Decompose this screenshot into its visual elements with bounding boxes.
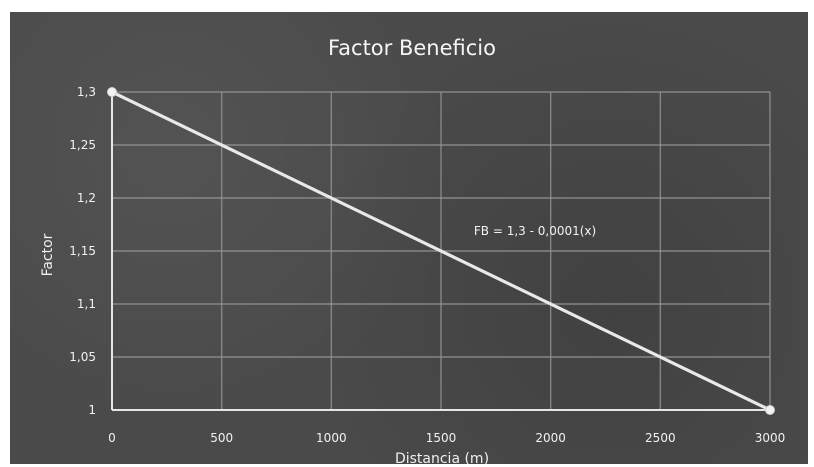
tick-labels: 0 500 1000 1500 2000 2500 3000 1 1,05 1,1 1,15 1,2 1… bbox=[69, 85, 785, 445]
y-axis-title: Factor bbox=[40, 233, 56, 276]
series-layer bbox=[107, 87, 775, 415]
x-axis-title: Distancia (m) bbox=[395, 451, 489, 467]
y-tick-label: 1,1 bbox=[77, 297, 96, 311]
y-tick-label: 1,2 bbox=[77, 191, 96, 205]
x-tick-label: 2500 bbox=[645, 431, 676, 445]
chart-title: Factor Beneficio bbox=[328, 36, 496, 60]
y-tick-label: 1 bbox=[88, 403, 96, 417]
series-line bbox=[110, 90, 772, 412]
x-tick-label: 500 bbox=[210, 431, 233, 445]
y-tick-label: 1,25 bbox=[69, 138, 96, 152]
x-tick-label: 0 bbox=[108, 431, 116, 445]
y-tick-label: 1,15 bbox=[69, 244, 96, 258]
x-tick-label: 1000 bbox=[316, 431, 347, 445]
x-tick-label: 2000 bbox=[535, 431, 566, 445]
data-point bbox=[107, 87, 117, 97]
data-point bbox=[765, 405, 775, 415]
x-tick-label: 1500 bbox=[426, 431, 457, 445]
y-tick-label: 1,05 bbox=[69, 350, 96, 364]
axis-layer bbox=[111, 92, 770, 411]
x-tick-label: 3000 bbox=[755, 431, 786, 445]
equation-annotation: FB = 1,3 - 0,0001(x) bbox=[474, 224, 596, 238]
chart-area bbox=[10, 12, 808, 464]
y-tick-label: 1,3 bbox=[77, 85, 96, 99]
